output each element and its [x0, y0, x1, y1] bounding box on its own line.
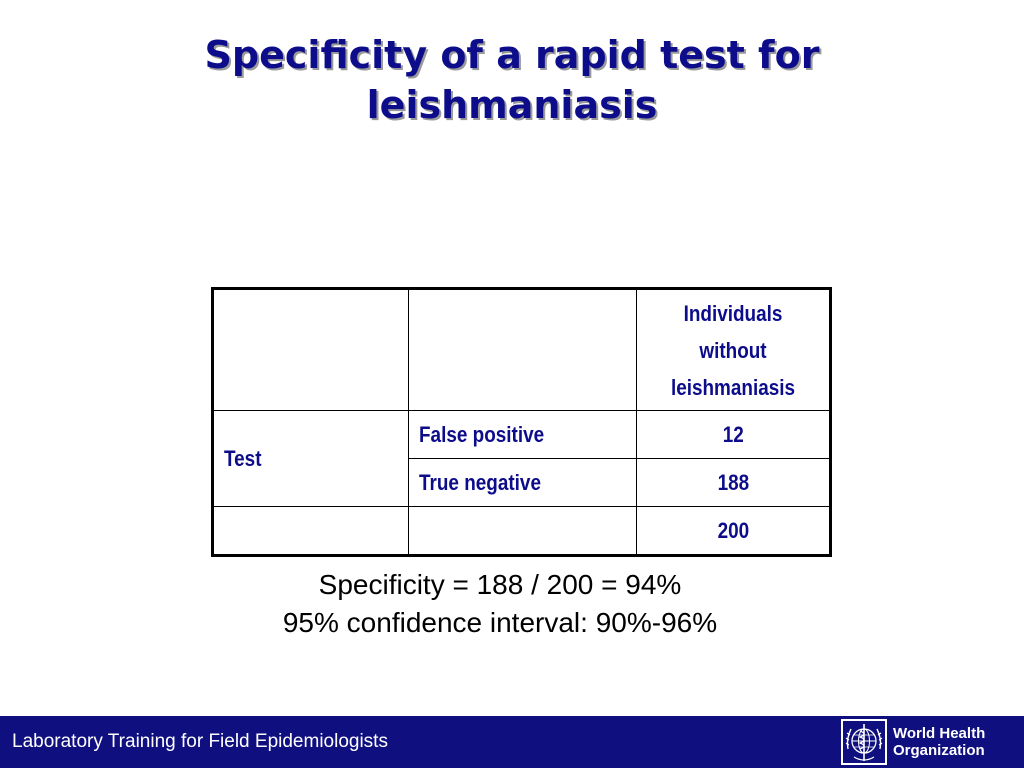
result-summary: Specificity = 188 / 200 = 94% 95% confid…	[200, 566, 800, 642]
row-label-true-negative: True negative	[419, 469, 541, 495]
specificity-table-container: Individuals without leishmaniasis Test F…	[211, 287, 832, 557]
total-value-cell: 200	[636, 506, 831, 556]
who-name-line-1: World Health	[893, 725, 986, 742]
header-column-label-text: Individuals without leishmaniasis	[670, 300, 796, 400]
group-label: Test	[224, 445, 262, 471]
total-empty-cell-1	[212, 506, 409, 556]
specificity-table: Individuals without leishmaniasis Test F…	[211, 287, 832, 557]
who-name-line-2: Organization	[893, 742, 985, 759]
total-value: 200	[717, 517, 749, 543]
row-value-true-negative: 188	[717, 469, 749, 495]
total-empty-cell-2	[408, 506, 637, 556]
footer-course-title: Laboratory Training for Field Epidemiolo…	[12, 731, 388, 752]
row-value-cell: 188	[636, 458, 831, 507]
row-value-false-positive: 12	[722, 421, 744, 447]
header-empty-cell-1	[212, 288, 409, 411]
table-row: True negative 188	[213, 458, 831, 507]
header-column-label: Individuals without leishmaniasis	[636, 288, 831, 411]
row-label-false-positive: False positive	[419, 421, 545, 447]
row-label-cell: True negative	[408, 458, 637, 507]
who-emblem-icon	[841, 719, 887, 765]
confidence-interval: 95% confidence interval: 90%-96%	[282, 607, 718, 638]
who-logo: World Health Organization	[841, 719, 997, 765]
table-row: Test False positive 12	[212, 410, 831, 507]
footer-bar: Laboratory Training for Field Epidemiolo…	[0, 716, 1024, 768]
row-value-cell: 12	[636, 410, 831, 459]
row-label-cell: False positive	[408, 410, 637, 459]
table-header-row: Individuals without leishmaniasis	[212, 288, 831, 411]
table-total-row: 200	[212, 506, 831, 556]
slide-title: Specificity of a rapid test for leishman…	[204, 33, 820, 127]
group-label-cell: Test	[212, 410, 409, 507]
header-empty-cell-2	[408, 288, 637, 411]
who-name: World Health Organization	[893, 725, 985, 759]
specificity-formula: Specificity = 188 / 200 = 94%	[318, 569, 682, 600]
